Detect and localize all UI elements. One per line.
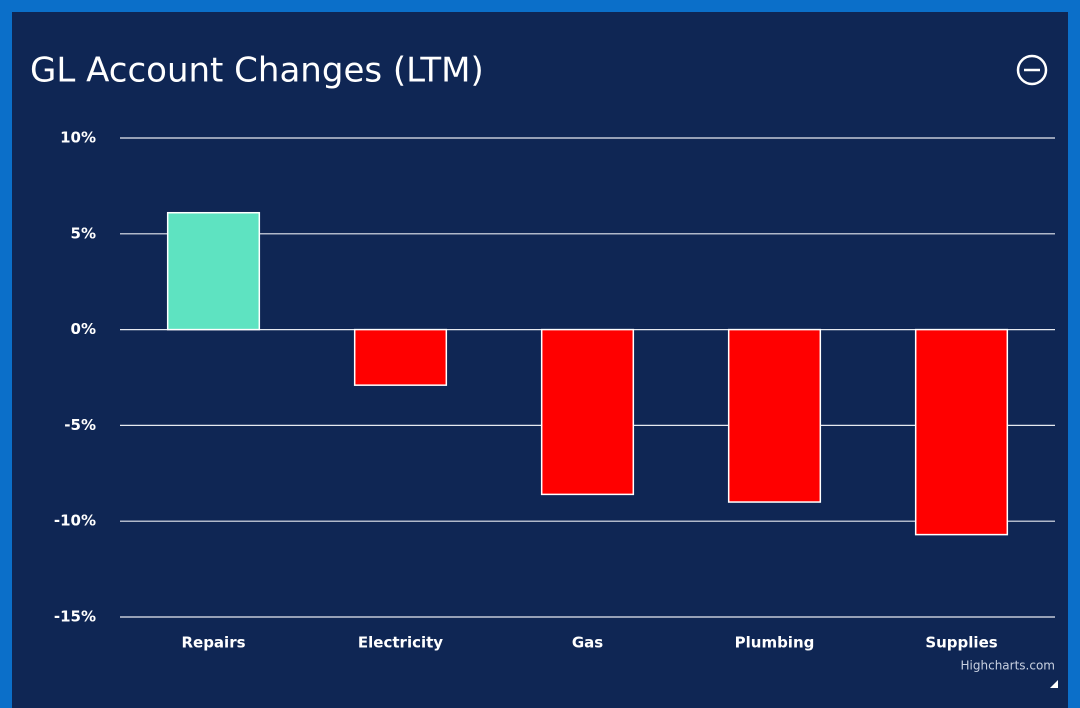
bar (353, 328, 448, 386)
y-tick-label: -15% (54, 608, 96, 626)
resize-handle[interactable] (1050, 680, 1058, 688)
x-tick-label: Electricity (358, 634, 443, 652)
credits[interactable]: Highcharts.com (961, 659, 1055, 673)
x-tick-label: Gas (572, 634, 603, 652)
bar (540, 328, 635, 496)
bar (914, 328, 1009, 536)
x-tick-label: Repairs (181, 634, 245, 652)
y-tick-label: -10% (54, 512, 96, 530)
y-tick-label: 5% (71, 224, 96, 242)
bar (727, 328, 822, 503)
y-tick-label: -5% (64, 416, 96, 434)
collapse-button[interactable] (1016, 54, 1048, 86)
y-tick-label: 10% (60, 129, 96, 147)
x-tick-label: Supplies (925, 634, 997, 652)
x-tick-label: Plumbing (735, 634, 815, 652)
bar (166, 211, 261, 331)
y-tick-label: 0% (71, 320, 96, 338)
chart-title: GL Account Changes (LTM) (30, 51, 484, 91)
panel (12, 12, 1068, 708)
collapse-circle[interactable] (1016, 54, 1048, 86)
